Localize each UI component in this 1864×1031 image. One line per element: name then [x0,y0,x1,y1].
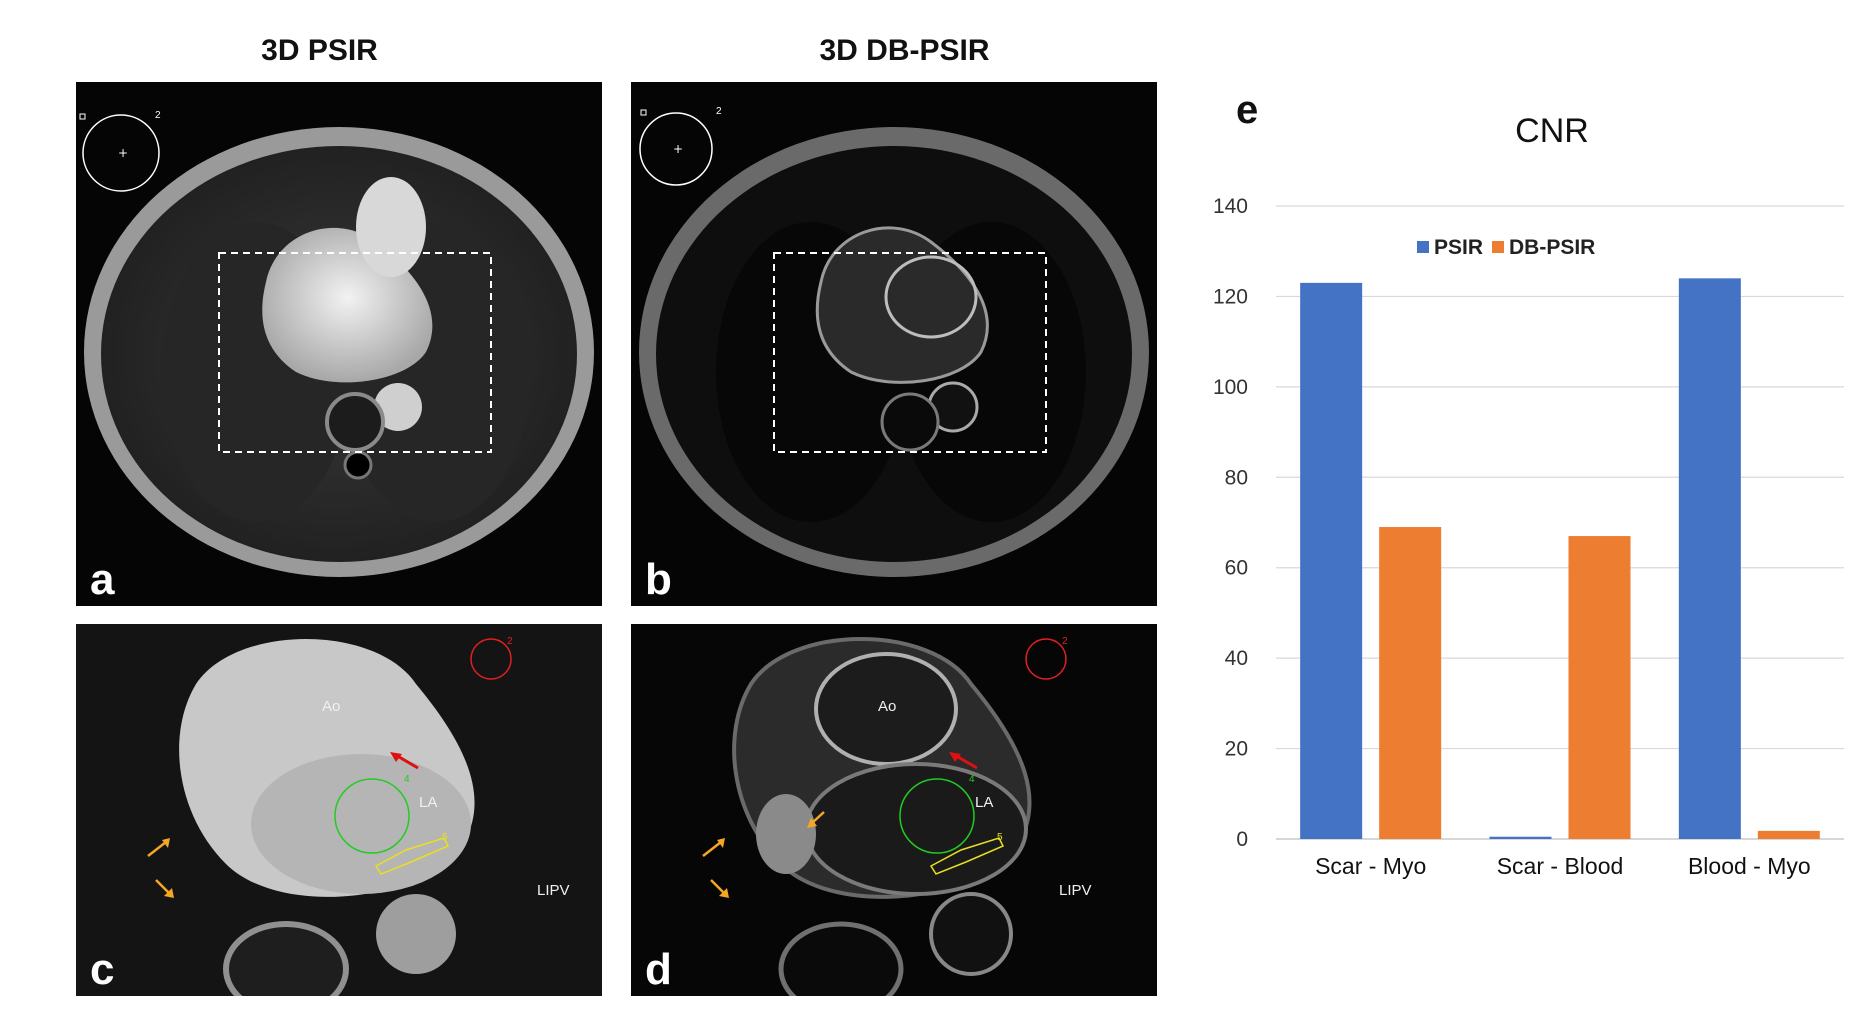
bar-psir [1300,282,1363,840]
label-ao: Ao [878,698,897,715]
bar-db-psir [1568,536,1631,839]
mri-panel-d: 2 4 5 Ao LA LIPV d [631,624,1157,996]
y-tick-label: 60 [1225,557,1248,580]
mri-panel-c: 2 4 5 Ao LA LIPV c [76,624,602,996]
mri-panel-a: + 2 a [76,82,602,606]
chart-title: CNR [1515,112,1589,150]
legend-label: DB-PSIR [1509,236,1595,259]
legend-swatch [1492,241,1504,253]
legend-label: PSIR [1434,236,1483,259]
y-tick-label: 120 [1213,285,1248,308]
y-tick-label: 80 [1225,466,1248,489]
mri-panel-b: + 2 b [631,82,1157,606]
chart-svg: e CNR 0 20 40 60 80 100 120 140 Scar - Myo Scar - B… [1213,88,1844,879]
x-tick-label: Scar - Blood [1497,853,1624,879]
x-tick-label: Scar - Myo [1315,853,1426,879]
panel-label-c: c [90,945,115,994]
label-lipv: LIPV [1059,882,1092,899]
zoomed-psir-image [76,624,602,996]
label-la: LA [419,794,438,811]
roi-yellow-number: 5 [442,832,448,843]
panel-label-a: a [90,555,115,604]
label-ao: Ao [322,698,341,715]
y-tick-label: 140 [1213,195,1248,218]
roi-green-number: 4 [404,774,410,785]
zoomed-db-psir-image [631,624,1157,996]
roi-red-number: 2 [1062,636,1068,647]
y-tick-label: 20 [1225,738,1248,761]
column-title-psir: 3D PSIR [261,34,378,67]
y-tick-label: 100 [1213,376,1248,399]
label-lipv: LIPV [537,882,570,899]
bar-db-psir [1379,527,1442,839]
axial-db-psir-image: + [639,109,1149,577]
svg-text:+: + [673,142,683,156]
roi-number: 2 [155,110,161,121]
column-title-db-psir: 3D DB-PSIR [819,34,990,67]
bar-psir [1489,836,1552,839]
panel-label-d: d [645,945,672,994]
bar-psir [1678,278,1741,839]
panel-label-b: b [645,555,672,604]
label-la: LA [975,794,994,811]
legend-swatch [1417,241,1429,253]
y-tick-label: 40 [1225,647,1248,670]
x-tick-label: Blood - Myo [1688,853,1811,879]
roi-number: 2 [716,106,722,117]
axial-psir-image: + [79,113,594,577]
bar-db-psir [1757,830,1820,839]
y-tick-label: 0 [1236,828,1248,851]
roi-yellow-number: 5 [997,832,1003,843]
svg-text:+: + [118,146,128,160]
roi-green-number: 4 [969,774,975,785]
roi-red-number: 2 [507,636,513,647]
cnr-bar-chart: e CNR 0 20 40 60 80 100 120 140 Scar - Myo Scar - B… [1180,80,1864,940]
panel-label-e: e [1236,88,1258,132]
